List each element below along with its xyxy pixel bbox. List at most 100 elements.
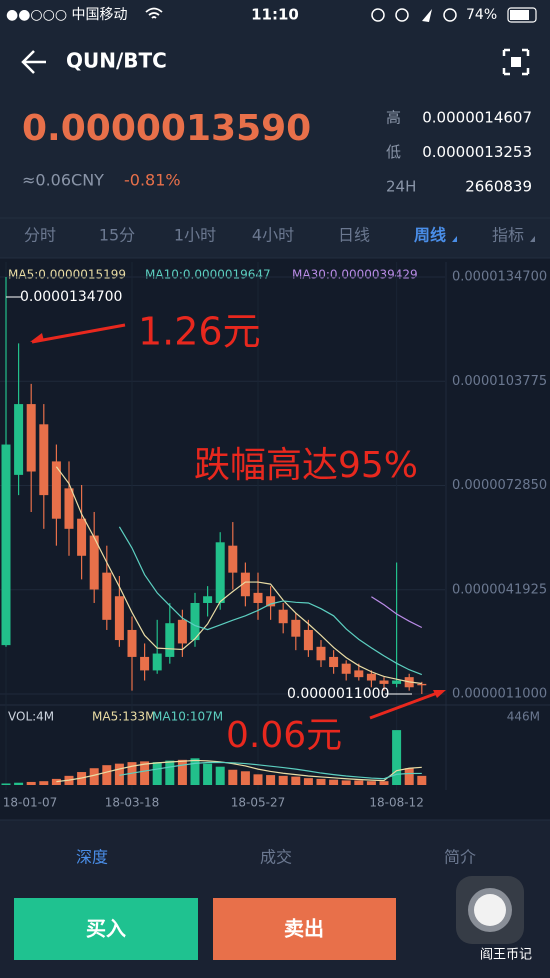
header-bg xyxy=(0,0,550,258)
candle-body xyxy=(165,623,175,657)
tab-caret xyxy=(452,236,457,242)
alarm-icon xyxy=(443,8,457,22)
last-price: 0.0000013590 xyxy=(22,108,311,149)
stat-value: 0.0000013253 xyxy=(422,143,532,161)
stat-label: 低 xyxy=(386,143,401,161)
volume-bar xyxy=(379,781,389,785)
candle-body xyxy=(392,680,402,684)
back-button[interactable] xyxy=(21,50,46,74)
volume-bar xyxy=(329,779,339,785)
stat-label: 24H xyxy=(386,178,416,196)
y-tick-label: 0.0000103775 xyxy=(452,374,547,389)
lock-icon xyxy=(395,8,409,22)
low-label: 0.0000011000 xyxy=(287,686,389,702)
candle-body xyxy=(278,609,288,624)
buy-label: 买入 xyxy=(86,917,126,941)
candle-body xyxy=(190,602,200,641)
candle-body xyxy=(266,596,276,607)
high-label: 0.0000134700 xyxy=(20,289,122,305)
y-tick-label: 0.0000072850 xyxy=(452,478,547,493)
tab[interactable]: 日线 xyxy=(338,226,370,245)
volume-bar xyxy=(303,778,313,785)
location-icon xyxy=(422,9,432,22)
arrow xyxy=(31,323,126,344)
volume-bar xyxy=(165,760,175,785)
wifi-icon xyxy=(145,7,163,19)
volume-bar xyxy=(114,763,124,785)
x-tick-label: 18-01-07 xyxy=(3,796,57,810)
volume-bar xyxy=(240,771,250,785)
tab[interactable]: 分时 xyxy=(24,226,56,245)
bottom-tab[interactable]: 深度 xyxy=(76,848,108,867)
bottom-tab[interactable]: 成交 xyxy=(260,848,292,867)
candle-body xyxy=(203,596,213,603)
x-tick-label: 18-03-18 xyxy=(105,796,159,810)
volume-bar xyxy=(215,766,225,785)
volume-bar xyxy=(316,778,326,785)
stat-value: 2660839 xyxy=(465,178,532,196)
tab[interactable]: 15分 xyxy=(99,226,135,245)
candle-body xyxy=(26,404,36,472)
volume-bar xyxy=(392,730,402,785)
ma-line xyxy=(55,466,422,685)
ma-label: MA10:0.0000019647 xyxy=(145,268,271,282)
annotation: 跌幅高达95% xyxy=(194,445,418,486)
scan-button[interactable] xyxy=(502,48,530,76)
candle-body xyxy=(354,670,364,678)
candle-body xyxy=(291,619,301,637)
volume-bar xyxy=(89,768,99,785)
bottom-tab[interactable]: 简介 xyxy=(444,848,476,867)
buy-button[interactable] xyxy=(14,898,198,960)
candle-body xyxy=(152,653,162,671)
volume-bar xyxy=(1,783,11,785)
volume-bar xyxy=(291,776,301,785)
candle-body xyxy=(51,461,61,519)
change: -0.81% xyxy=(124,171,181,190)
volume-bar xyxy=(140,761,150,785)
scan-center xyxy=(511,57,521,67)
arrow xyxy=(369,690,441,720)
x-tick-label: 18-08-12 xyxy=(369,796,423,810)
pair-title: QUN/BTC xyxy=(66,49,167,73)
battery-level xyxy=(510,10,529,20)
candle-body xyxy=(127,629,137,657)
candle-body xyxy=(253,592,263,603)
battery-icon xyxy=(507,7,537,23)
clock: 11:10 xyxy=(251,6,299,24)
watermark: 阎王币记 xyxy=(480,948,532,963)
volume-bar xyxy=(366,781,376,785)
tab[interactable]: 1小时 xyxy=(174,226,216,245)
candle-body xyxy=(64,488,74,529)
volume-bar xyxy=(203,763,213,785)
candle-body xyxy=(417,683,427,686)
volume-bar xyxy=(341,780,351,785)
y-tick-label: 0.0000041925 xyxy=(452,582,547,597)
cny-price: ≈0.06CNY xyxy=(22,171,104,190)
vol-label: MA10:107M xyxy=(152,710,223,724)
tab-caret xyxy=(530,236,535,242)
sell-button[interactable] xyxy=(213,898,396,960)
volume-bar xyxy=(177,759,187,785)
volume-bar xyxy=(102,765,112,785)
candle-body xyxy=(379,680,389,684)
candle-body xyxy=(1,444,11,646)
vol-label: VOL:4M xyxy=(8,710,54,724)
volume-bar xyxy=(228,769,238,785)
candle-body xyxy=(215,542,225,603)
candle-body xyxy=(228,545,238,573)
tab[interactable]: 指标 xyxy=(492,226,524,245)
candle-body xyxy=(316,646,326,661)
candle-body xyxy=(177,619,187,644)
tab[interactable]: 周线 xyxy=(414,226,446,245)
candle-body xyxy=(89,535,99,590)
moon-icon xyxy=(371,8,385,22)
volume-bar xyxy=(266,775,276,785)
candle-body xyxy=(77,518,87,556)
volume-bar xyxy=(51,778,61,785)
ma-line xyxy=(118,526,423,676)
x-tick-label: 18-05-27 xyxy=(231,796,285,810)
annotation: 0.06元 xyxy=(226,715,342,756)
tab[interactable]: 4小时 xyxy=(252,226,294,245)
